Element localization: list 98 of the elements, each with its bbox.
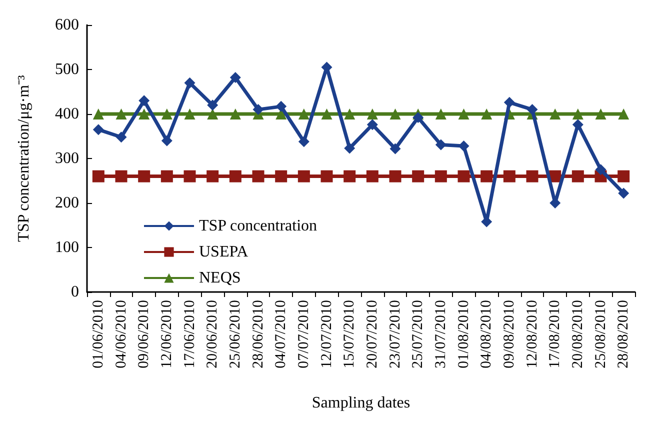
point xyxy=(92,108,104,120)
x-tick-label: 20/06/2010 xyxy=(204,300,221,368)
point xyxy=(344,170,356,182)
x-tick-label: 07/07/2010 xyxy=(296,300,312,368)
point xyxy=(458,108,470,120)
point xyxy=(458,170,470,182)
point xyxy=(138,95,150,106)
point xyxy=(412,112,424,124)
point xyxy=(115,170,128,182)
point xyxy=(550,108,561,120)
x-tick-label: 31/07/2010 xyxy=(432,300,449,368)
x-tick-label: 15/07/2010 xyxy=(342,300,358,368)
x-tick-label: 17/06/2010 xyxy=(182,300,198,368)
x-tick-label: 28/06/2010 xyxy=(250,300,266,368)
point xyxy=(572,119,584,130)
point xyxy=(390,143,401,154)
point xyxy=(298,170,310,182)
point xyxy=(366,170,378,182)
point xyxy=(618,188,630,199)
point xyxy=(435,108,446,120)
x-tick-label: 20/08/2010 xyxy=(570,300,586,368)
legend-label: NEQS xyxy=(199,270,241,286)
point xyxy=(275,170,288,182)
point xyxy=(618,170,630,182)
point xyxy=(230,108,241,120)
point xyxy=(206,170,219,182)
point xyxy=(207,100,218,111)
point xyxy=(434,170,447,182)
y-tick-label: 300 xyxy=(55,150,79,167)
x-tick-label: 25/06/2010 xyxy=(227,300,244,368)
point xyxy=(92,124,104,136)
point xyxy=(161,135,172,146)
x-tick-label: 12/08/2010 xyxy=(524,300,540,368)
point xyxy=(618,108,630,120)
x-tick-label: 09/08/2010 xyxy=(501,300,518,368)
point xyxy=(276,100,287,112)
x-tick-label: 25/08/2010 xyxy=(592,300,609,368)
y-tick-label: 100 xyxy=(55,239,79,256)
point xyxy=(595,108,606,120)
point xyxy=(412,170,424,182)
point xyxy=(481,108,492,120)
point xyxy=(572,108,584,120)
x-tick-label: 01/06/2010 xyxy=(90,300,106,368)
y-axis-title: TSP concentration/μg·m⁻³ xyxy=(16,74,32,242)
point xyxy=(320,170,333,182)
point xyxy=(572,170,584,182)
x-tick-label: 04/08/2010 xyxy=(478,300,495,368)
point xyxy=(252,170,264,182)
x-tick-label: 09/06/2010 xyxy=(136,300,152,368)
point xyxy=(390,108,401,120)
x-tick-label: 20/07/2010 xyxy=(364,300,380,368)
point xyxy=(344,108,356,120)
point xyxy=(184,170,196,182)
point xyxy=(92,170,104,182)
point xyxy=(161,108,172,120)
point xyxy=(252,104,264,116)
y-tick-label: 600 xyxy=(55,16,79,34)
legend-label: USEPA xyxy=(199,244,249,260)
x-tick-label: 01/08/2010 xyxy=(456,300,472,368)
point xyxy=(504,96,515,108)
point xyxy=(116,132,127,143)
point xyxy=(366,108,378,120)
point xyxy=(138,170,150,182)
point xyxy=(160,170,173,182)
y-tick-label: 500 xyxy=(55,61,79,78)
y-tick-label: 0 xyxy=(71,284,79,300)
point xyxy=(526,170,538,182)
x-tick-label: 04/07/2010 xyxy=(273,300,290,368)
legend-label: TSP concentration xyxy=(199,218,318,234)
x-tick-label: 23/07/2010 xyxy=(387,300,404,368)
point xyxy=(344,142,356,154)
point xyxy=(229,170,242,182)
point xyxy=(595,164,606,176)
x-tick-label: 04/06/2010 xyxy=(113,300,130,368)
point xyxy=(321,108,332,120)
point xyxy=(480,170,493,182)
y-tick-label: 200 xyxy=(55,194,79,212)
point xyxy=(366,119,378,130)
x-tick-label: 12/07/2010 xyxy=(318,300,335,368)
point xyxy=(458,140,470,152)
point xyxy=(298,108,310,120)
y-tick-label: 400 xyxy=(55,106,79,122)
point xyxy=(138,108,150,120)
point xyxy=(435,139,446,150)
point xyxy=(184,108,196,120)
point xyxy=(298,136,310,148)
point xyxy=(230,72,241,84)
x-tick-label: 12/06/2010 xyxy=(158,300,175,368)
point xyxy=(207,108,218,120)
x-tick-label: 17/08/2010 xyxy=(547,300,564,368)
point xyxy=(503,170,516,182)
x-tick-label: 25/07/2010 xyxy=(410,300,426,368)
point xyxy=(526,104,538,116)
x-axis-title: Sampling dates xyxy=(312,394,410,412)
x-tick-label: 28/08/2010 xyxy=(616,300,632,368)
point xyxy=(184,77,196,88)
point xyxy=(389,170,402,182)
point xyxy=(116,108,127,120)
